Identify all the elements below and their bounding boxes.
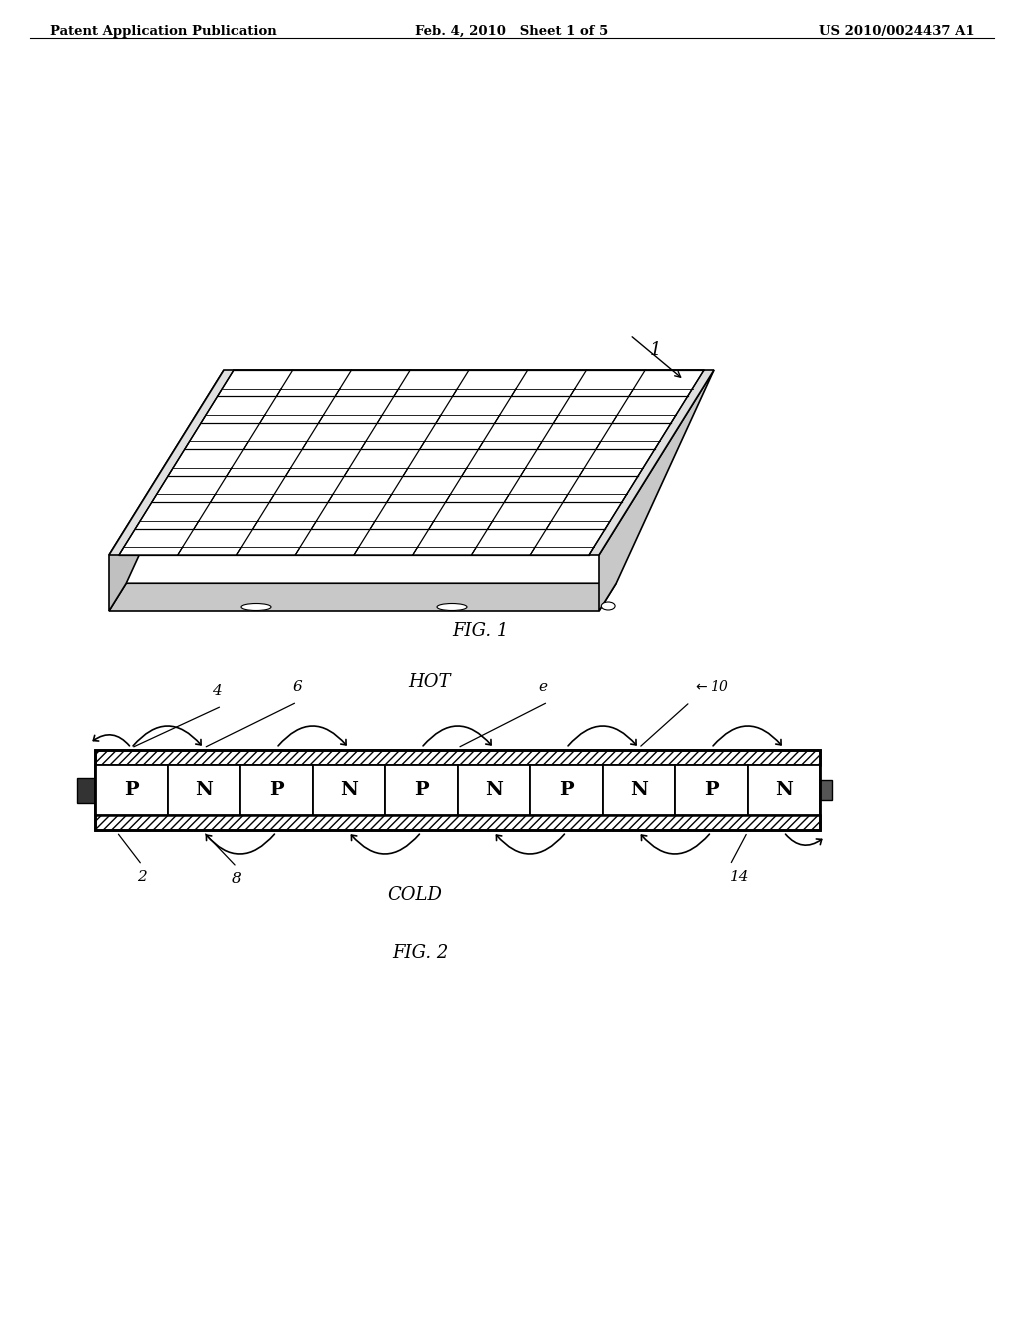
Text: N: N [340, 781, 357, 799]
Text: P: P [124, 781, 138, 799]
Bar [385, 766, 458, 814]
Text: HOT: HOT [409, 673, 452, 690]
Text: N: N [195, 781, 213, 799]
Text: e: e [539, 680, 548, 694]
Polygon shape [109, 583, 616, 611]
Bar [95, 766, 168, 814]
Bar [77, 777, 95, 803]
Bar [820, 780, 831, 800]
Bar [675, 766, 748, 814]
Polygon shape [599, 370, 714, 611]
Text: 14: 14 [730, 870, 750, 884]
Text: FIG. 2: FIG. 2 [392, 944, 449, 962]
Bar [240, 766, 312, 814]
Text: FIG. 1: FIG. 1 [452, 622, 508, 640]
Bar [530, 766, 602, 814]
Bar [95, 750, 820, 766]
Polygon shape [109, 370, 224, 611]
Text: 2: 2 [137, 870, 146, 884]
Ellipse shape [437, 603, 467, 610]
Text: 8: 8 [232, 873, 242, 886]
Text: Patent Application Publication: Patent Application Publication [50, 25, 276, 38]
Text: P: P [269, 781, 284, 799]
Text: 4: 4 [212, 684, 222, 698]
Text: 1: 1 [650, 341, 662, 359]
Text: P: P [559, 781, 573, 799]
Ellipse shape [241, 603, 271, 610]
Bar [458, 766, 530, 814]
Bar [95, 814, 820, 830]
Bar [602, 766, 675, 814]
Text: 6: 6 [292, 680, 302, 694]
Text: P: P [703, 781, 719, 799]
Text: N: N [775, 781, 793, 799]
Bar [168, 766, 240, 814]
Text: N: N [484, 781, 503, 799]
Polygon shape [109, 370, 714, 554]
Polygon shape [119, 370, 705, 554]
Text: Feb. 4, 2010   Sheet 1 of 5: Feb. 4, 2010 Sheet 1 of 5 [416, 25, 608, 38]
Text: US 2010/0024437 A1: US 2010/0024437 A1 [819, 25, 975, 38]
Text: P: P [414, 781, 429, 799]
Text: COLD: COLD [387, 886, 442, 904]
Text: N: N [630, 781, 648, 799]
Bar [312, 766, 385, 814]
Bar [95, 750, 820, 830]
Text: $\leftarrow$10: $\leftarrow$10 [693, 678, 729, 694]
Ellipse shape [601, 602, 615, 610]
Bar [748, 766, 820, 814]
